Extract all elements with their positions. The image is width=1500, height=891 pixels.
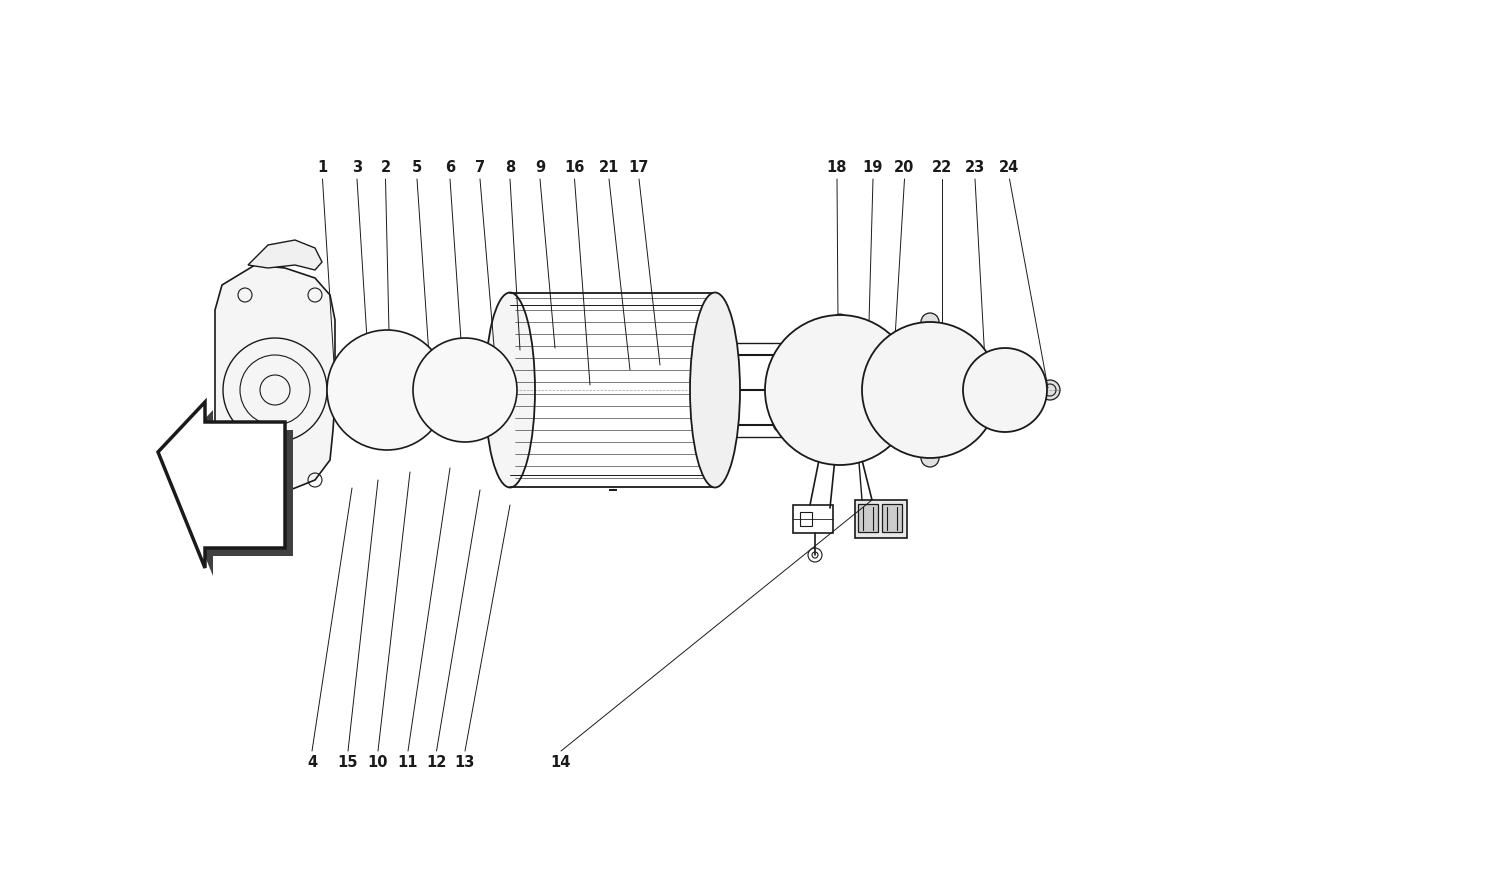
Text: 4: 4 (308, 755, 316, 770)
Text: 9: 9 (536, 160, 544, 175)
Circle shape (833, 314, 848, 330)
Circle shape (777, 417, 794, 433)
Text: 8: 8 (506, 160, 515, 175)
Circle shape (777, 347, 794, 363)
Text: 11: 11 (398, 755, 418, 770)
Text: 14: 14 (550, 755, 572, 770)
Circle shape (862, 322, 998, 458)
Bar (858, 504, 877, 532)
Bar (800, 512, 812, 526)
Circle shape (765, 315, 915, 465)
Ellipse shape (484, 292, 536, 487)
Text: 24: 24 (999, 160, 1020, 175)
Bar (855, 500, 907, 538)
Text: 3: 3 (352, 160, 362, 175)
Text: 19: 19 (862, 160, 883, 175)
Polygon shape (158, 402, 285, 568)
Circle shape (327, 330, 447, 450)
Circle shape (1040, 380, 1060, 400)
Text: 23: 23 (964, 160, 986, 175)
Text: 7: 7 (476, 160, 484, 175)
Text: 5: 5 (413, 160, 422, 175)
Circle shape (921, 313, 939, 331)
Text: 1: 1 (318, 160, 327, 175)
Text: 12: 12 (426, 755, 447, 770)
Polygon shape (248, 240, 322, 270)
Circle shape (413, 338, 518, 442)
Text: 10: 10 (368, 755, 388, 770)
Text: 18: 18 (827, 160, 848, 175)
Bar (882, 504, 902, 532)
Text: 16: 16 (564, 160, 585, 175)
Polygon shape (166, 410, 292, 576)
Circle shape (921, 449, 939, 467)
Text: 13: 13 (454, 755, 476, 770)
Ellipse shape (690, 292, 740, 487)
Circle shape (777, 382, 794, 398)
Circle shape (772, 416, 789, 432)
Bar (794, 505, 832, 533)
Text: 22: 22 (932, 160, 952, 175)
Text: 15: 15 (338, 755, 358, 770)
Text: 6: 6 (446, 160, 454, 175)
Text: 2: 2 (381, 160, 390, 175)
Circle shape (963, 348, 1047, 432)
Text: 17: 17 (628, 160, 650, 175)
Text: 20: 20 (894, 160, 915, 175)
Polygon shape (214, 265, 334, 493)
Circle shape (891, 416, 908, 432)
Text: 21: 21 (598, 160, 619, 175)
Circle shape (853, 381, 871, 399)
